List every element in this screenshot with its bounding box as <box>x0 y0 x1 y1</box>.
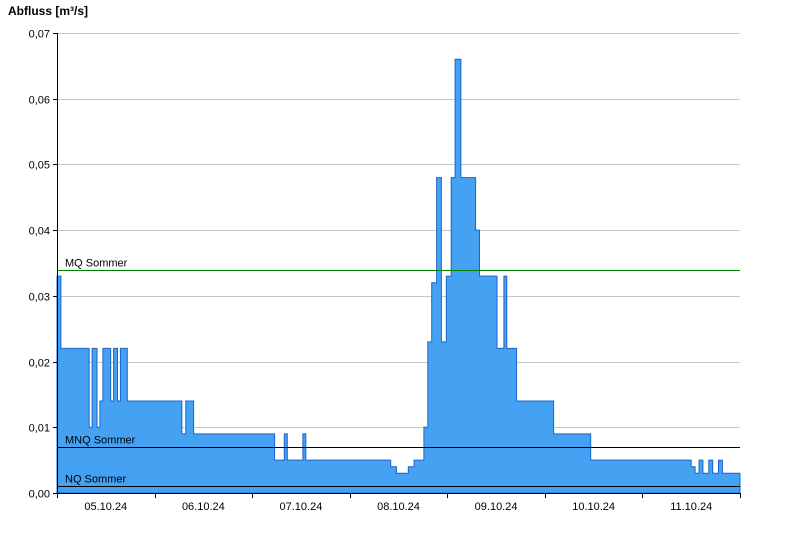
y-tick-label: 0,02 <box>29 358 50 370</box>
reference-line-label: NQ Sommer <box>65 474 126 486</box>
reference-lines <box>57 270 740 487</box>
y-tick-label: 0,04 <box>29 226 50 238</box>
x-tick-label: 11.10.24 <box>670 501 712 513</box>
x-tick-label: 09.10.24 <box>475 501 518 513</box>
area-series <box>56 58 741 494</box>
y-tick-label: 0,07 <box>29 29 50 41</box>
x-tick-label: 08.10.24 <box>377 501 420 513</box>
x-tick-label: 10.10.24 <box>572 501 615 513</box>
axis-labels: MQ Sommer MNQ Sommer NQ Sommer 0,00 0,01 0,02… <box>29 29 713 514</box>
y-tick-label: 0,06 <box>29 95 50 107</box>
chart-title: Abfluss [m³/s] <box>8 4 89 18</box>
y-tick-label: 0,05 <box>29 160 50 172</box>
x-tick-label: 05.10.24 <box>84 501 127 513</box>
discharge-area <box>56 58 741 494</box>
y-tick-label: 0,01 <box>29 423 50 435</box>
gridlines <box>57 33 740 428</box>
x-tick-label: 06.10.24 <box>182 501 225 513</box>
axes <box>53 33 741 498</box>
x-tick-label: 07.10.24 <box>280 501 323 513</box>
reference-line-label: MQ Sommer <box>65 258 128 270</box>
reference-line-label: MNQ Sommer <box>65 435 136 447</box>
y-tick-label: 0,03 <box>29 292 50 304</box>
y-tick-label: 0,00 <box>29 489 50 501</box>
